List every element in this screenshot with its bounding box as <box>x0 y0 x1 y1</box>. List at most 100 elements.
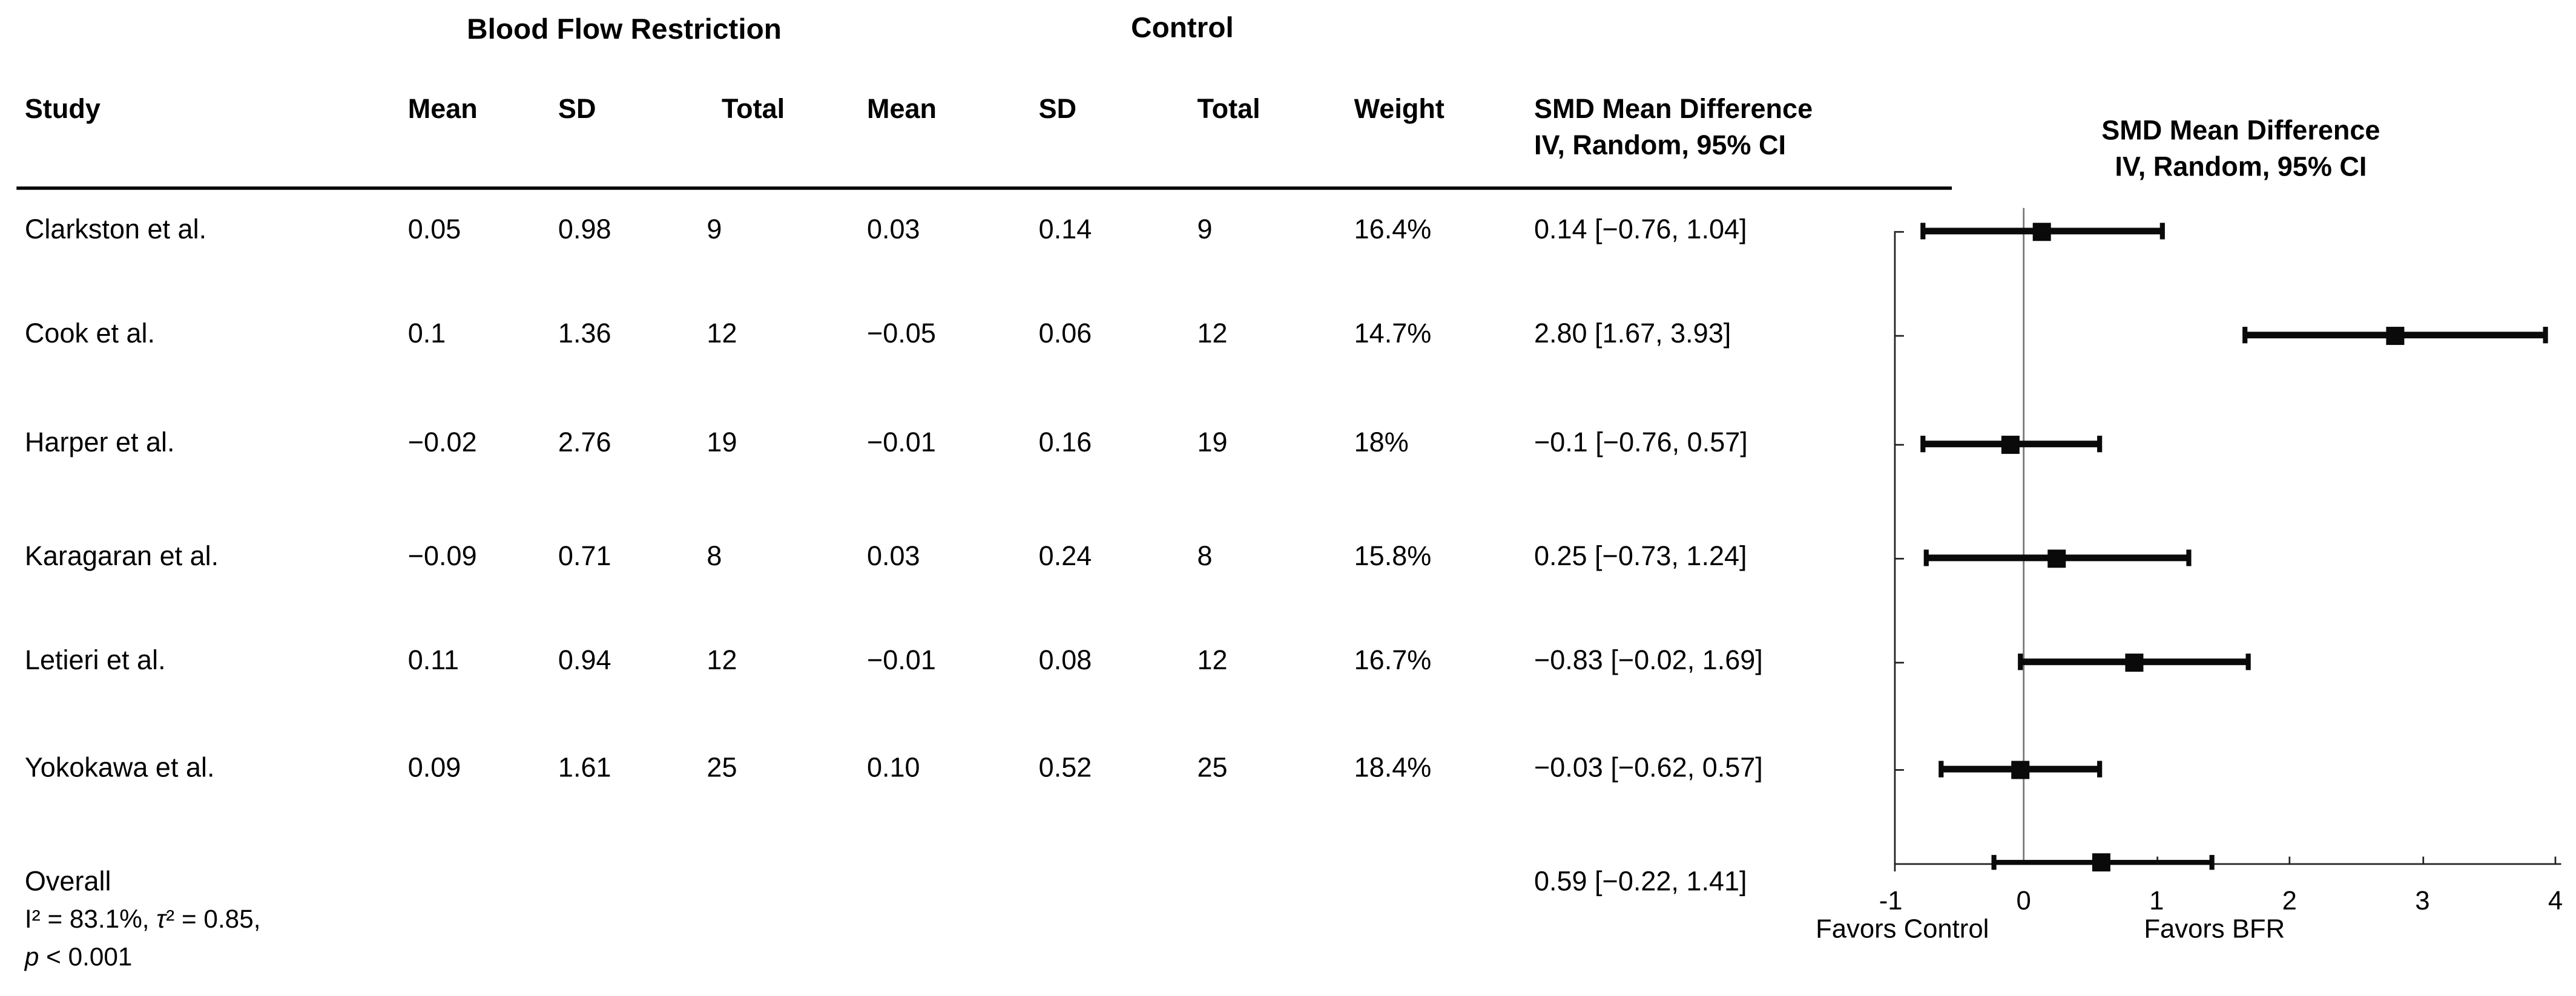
ci-endcap <box>2018 654 2024 670</box>
group-header-bfr: Blood Flow Restriction <box>467 12 782 46</box>
col-header-weight: Weight <box>1354 94 1444 125</box>
bfr-sd-cell: 0.98 <box>558 215 611 246</box>
study-cell: Yokokawa et al. <box>24 753 215 784</box>
ci-endcap <box>2186 549 2192 566</box>
ctrl-sd-cell: 0.06 <box>1038 319 1092 349</box>
row-tick <box>1894 557 1904 559</box>
bfr-mean-cell: 0.1 <box>407 319 446 349</box>
plot-header-line2: IV, Random, 95% CI <box>2115 152 2367 183</box>
overall-label: Overall <box>24 867 111 897</box>
ctrl-mean-cell: 0.03 <box>866 215 920 246</box>
study-cell: Harper et al. <box>24 428 175 458</box>
row-tick <box>1894 230 1904 232</box>
ci-endcap <box>2243 327 2248 344</box>
col-header-bfr-sd: SD <box>558 94 596 125</box>
xlabel-favors-bfr: Favors BFR <box>2144 916 2285 945</box>
ci-endcap <box>1992 854 1997 870</box>
x-tick <box>2554 856 2557 863</box>
x-tick-label: 0 <box>2016 888 2031 916</box>
ci-endcap <box>2159 223 2165 240</box>
ctrl-sd-cell: 0.08 <box>1038 646 1092 676</box>
row-tick <box>1894 334 1904 336</box>
ci-endcap <box>2245 654 2251 670</box>
ci-endcap <box>1939 761 1944 778</box>
study-cell: Karagaran et al. <box>24 542 219 572</box>
smd-ci-cell: 0.14 [−0.76, 1.04] <box>1533 215 1747 246</box>
x-tick-label: -1 <box>1879 888 1903 916</box>
plot-header-line1: SMD Mean Difference <box>2101 116 2380 146</box>
ci-endcap <box>2097 761 2102 778</box>
point-estimate-square <box>2093 852 2112 871</box>
x-tick-label: 2 <box>2282 888 2297 916</box>
row-tick <box>1894 661 1904 663</box>
ctrl-mean-cell: −0.01 <box>866 646 936 676</box>
row-tick <box>1894 768 1904 770</box>
ctrl-sd-cell: 0.24 <box>1038 542 1092 572</box>
bfr-sd-cell: 2.76 <box>558 428 611 458</box>
smd-ci-cell: −0.83 [−0.02, 1.69] <box>1533 646 1763 676</box>
ci-endcap <box>1920 436 1925 453</box>
col-header-bfr-total: Total <box>721 94 785 125</box>
ci-endcap <box>2209 854 2214 870</box>
weight-cell: 18.4% <box>1354 753 1432 784</box>
bfr-total-cell: 25 <box>707 753 737 784</box>
bfr-total-cell: 8 <box>707 542 722 572</box>
weight-cell: 14.7% <box>1354 319 1432 349</box>
ctrl-sd-cell: 0.16 <box>1038 428 1092 458</box>
bfr-mean-cell: 0.05 <box>407 215 461 246</box>
ctrl-sd-cell: 0.52 <box>1038 753 1092 784</box>
weight-cell: 16.7% <box>1354 646 1432 676</box>
point-estimate-square <box>2047 548 2066 567</box>
point-estimate-square <box>2033 221 2052 240</box>
ci-endcap <box>1924 549 1929 566</box>
col-header-ctrl-sd: SD <box>1038 94 1077 125</box>
weight-cell: 15.8% <box>1354 542 1432 572</box>
het-i2: I² = 83.1%, <box>24 906 157 934</box>
x-tick <box>2422 856 2423 863</box>
bfr-total-cell: 9 <box>707 215 722 246</box>
ctrl-mean-cell: 0.03 <box>866 542 920 572</box>
bfr-total-cell: 12 <box>707 319 737 349</box>
bfr-mean-cell: 0.09 <box>407 753 461 784</box>
ctrl-mean-cell: −0.05 <box>866 319 936 349</box>
zero-line <box>2023 208 2025 863</box>
study-cell: Cook et al. <box>24 319 156 349</box>
ci-endcap <box>2097 436 2102 453</box>
x-tick <box>2288 856 2291 863</box>
weight-cell: 18% <box>1354 428 1409 458</box>
col-header-bfr-mean: Mean <box>407 94 478 125</box>
bfr-total-cell: 19 <box>707 428 737 458</box>
het-tau-symbol: τ <box>156 906 166 934</box>
bfr-mean-cell: −0.02 <box>407 428 477 458</box>
ctrl-mean-cell: −0.01 <box>866 428 936 458</box>
x-tick-label: 3 <box>2415 888 2430 916</box>
col-header-smd-line1: SMD Mean Difference <box>1533 94 1813 125</box>
xlabel-favors-control: Favors Control <box>1816 916 1989 945</box>
col-header-study: Study <box>24 94 100 125</box>
col-header-smd-line2: IV, Random, 95% CI <box>1533 131 1786 161</box>
ctrl-total-cell: 12 <box>1197 646 1228 676</box>
point-estimate-square <box>2001 434 2020 453</box>
row-tick <box>1894 443 1904 445</box>
study-cell: Clarkston et al. <box>24 215 207 246</box>
heterogeneity-stats: I² = 83.1%, τ² = 0.85, <box>25 906 261 935</box>
p-rest: < 0.001 <box>39 944 133 972</box>
bfr-mean-cell: −0.09 <box>407 542 477 572</box>
bfr-sd-cell: 1.61 <box>558 753 611 784</box>
bfr-sd-cell: 0.71 <box>558 542 611 572</box>
ctrl-total-cell: 8 <box>1197 542 1213 572</box>
group-header-control: Control <box>1131 10 1234 44</box>
x-tick-label: 1 <box>2149 888 2164 916</box>
bfr-total-cell: 12 <box>707 646 737 676</box>
ctrl-total-cell: 19 <box>1197 428 1228 458</box>
ctrl-sd-cell: 0.14 <box>1038 215 1092 246</box>
study-cell: Letieri et al. <box>24 646 166 676</box>
ctrl-total-cell: 12 <box>1197 319 1228 349</box>
smd-ci-cell: 2.80 [1.67, 3.93] <box>1533 319 1731 349</box>
col-header-ctrl-total: Total <box>1197 94 1260 125</box>
bfr-sd-cell: 1.36 <box>558 319 611 349</box>
ci-endcap <box>1920 223 1925 240</box>
weight-cell: 16.4% <box>1354 215 1432 246</box>
header-separator-line <box>16 186 1952 190</box>
p-symbol: p <box>24 944 39 972</box>
